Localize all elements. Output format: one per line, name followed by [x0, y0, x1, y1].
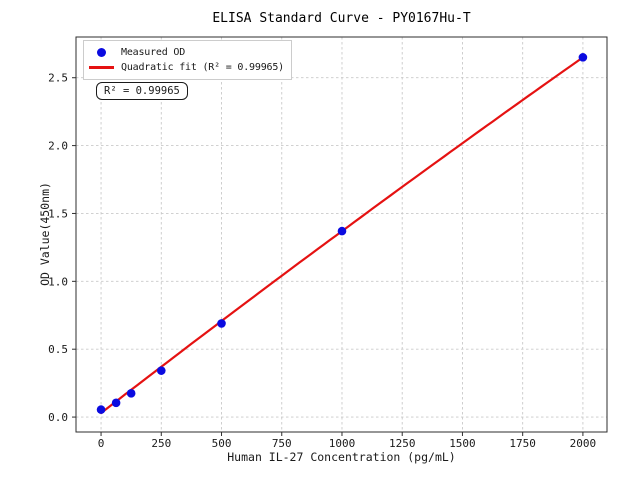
- y-tick-label: 0.5: [48, 343, 68, 356]
- data-point: [337, 226, 347, 236]
- y-tick-label: 1.5: [48, 207, 68, 220]
- chart-title: ELISA Standard Curve - PY0167Hu-T: [212, 11, 471, 26]
- legend-entry: Quadratic fit (R² = 0.99965): [88, 62, 284, 73]
- x-tick-label: 1750: [509, 437, 536, 450]
- x-tick-label: 2000: [570, 437, 597, 450]
- legend-line-marker-icon: [88, 66, 114, 69]
- x-axis-label: Human IL-27 Concentration (pg/mL): [227, 450, 456, 464]
- data-point: [156, 366, 166, 375]
- legend-entry-label: Quadratic fit (R² = 0.99965): [121, 62, 284, 73]
- y-tick-label: 0.0: [48, 411, 68, 424]
- data-point: [217, 319, 226, 328]
- x-tick-label: 1500: [449, 437, 476, 450]
- x-tick-label: 250: [151, 437, 171, 450]
- data-point: [96, 405, 106, 414]
- legend-dot-marker-icon: [96, 48, 106, 57]
- x-tick-label: 0: [98, 437, 105, 450]
- legend-marker-column: [88, 48, 114, 57]
- y-tick-label: 1.0: [48, 275, 68, 288]
- legend-marker-column: [88, 66, 114, 69]
- y-axis-label-text: OD Value(450nm): [38, 182, 52, 286]
- data-point: [111, 398, 121, 408]
- y-tick-label: 2.5: [48, 72, 68, 85]
- data-point: [578, 53, 588, 62]
- legend-entry: Measured OD: [88, 47, 284, 58]
- x-tick-label: 500: [212, 437, 232, 450]
- y-tick-label: 2.0: [48, 140, 68, 153]
- r-squared-annotation: R² = 0.99965: [96, 82, 188, 100]
- legend: Measured OD Quadratic fit (R² = 0.99965): [83, 40, 292, 80]
- data-point: [126, 389, 136, 398]
- x-tick-label: 1250: [389, 437, 416, 450]
- x-tick-label: 750: [272, 437, 292, 450]
- x-tick-label: 1000: [329, 437, 356, 450]
- legend-entry-label: Measured OD: [121, 47, 186, 58]
